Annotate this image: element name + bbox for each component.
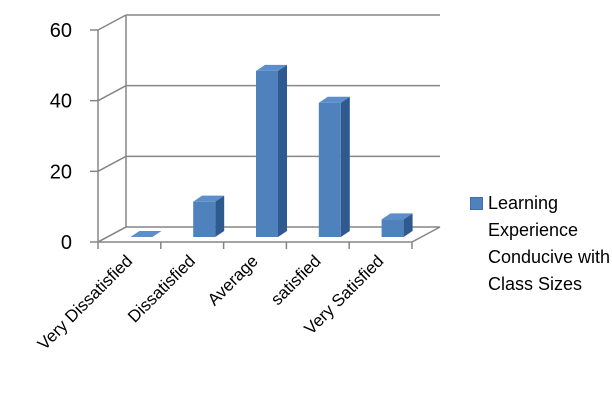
bar (130, 231, 162, 237)
legend-swatch (470, 197, 483, 210)
x-tick-label: Very Dissatisfied (34, 251, 136, 353)
bar-top (130, 231, 162, 237)
bar-side (403, 213, 413, 237)
bar-front (256, 70, 278, 237)
gridline-diagonal (97, 14, 127, 31)
x-tick-label: satisfied (267, 251, 325, 309)
chart-floor (97, 226, 441, 243)
bar-side (278, 64, 287, 237)
y-tick-label: 0 (61, 232, 72, 254)
y-tick-label: 60 (50, 20, 72, 42)
bar (381, 213, 413, 237)
bar-top (256, 64, 287, 71)
bar (318, 96, 350, 237)
bar-side (215, 195, 225, 237)
bar-front (318, 102, 341, 237)
x-tick-label: Average (204, 251, 262, 309)
y-axis-ticks: 0 20 40 60 (50, 20, 98, 254)
bars (130, 64, 413, 237)
bar-front (193, 201, 216, 237)
bar (256, 64, 287, 237)
bar-top (193, 195, 225, 202)
y-tick-label: 20 (50, 161, 72, 183)
bar-top (381, 213, 413, 220)
bar-front (381, 219, 404, 237)
bar-top (318, 96, 350, 103)
legend: Learning Experience Conducive with Class… (470, 190, 612, 298)
gridline-diagonal (97, 155, 127, 172)
x-tick-label: Dissatisfied (124, 251, 199, 326)
bar-side (340, 96, 350, 237)
gridline-diagonal (97, 85, 127, 102)
bar (193, 195, 225, 237)
y-tick-label: 40 (50, 91, 72, 113)
legend-label: Learning Experience Conducive with Class… (488, 193, 611, 294)
chart-walls (97, 15, 441, 243)
